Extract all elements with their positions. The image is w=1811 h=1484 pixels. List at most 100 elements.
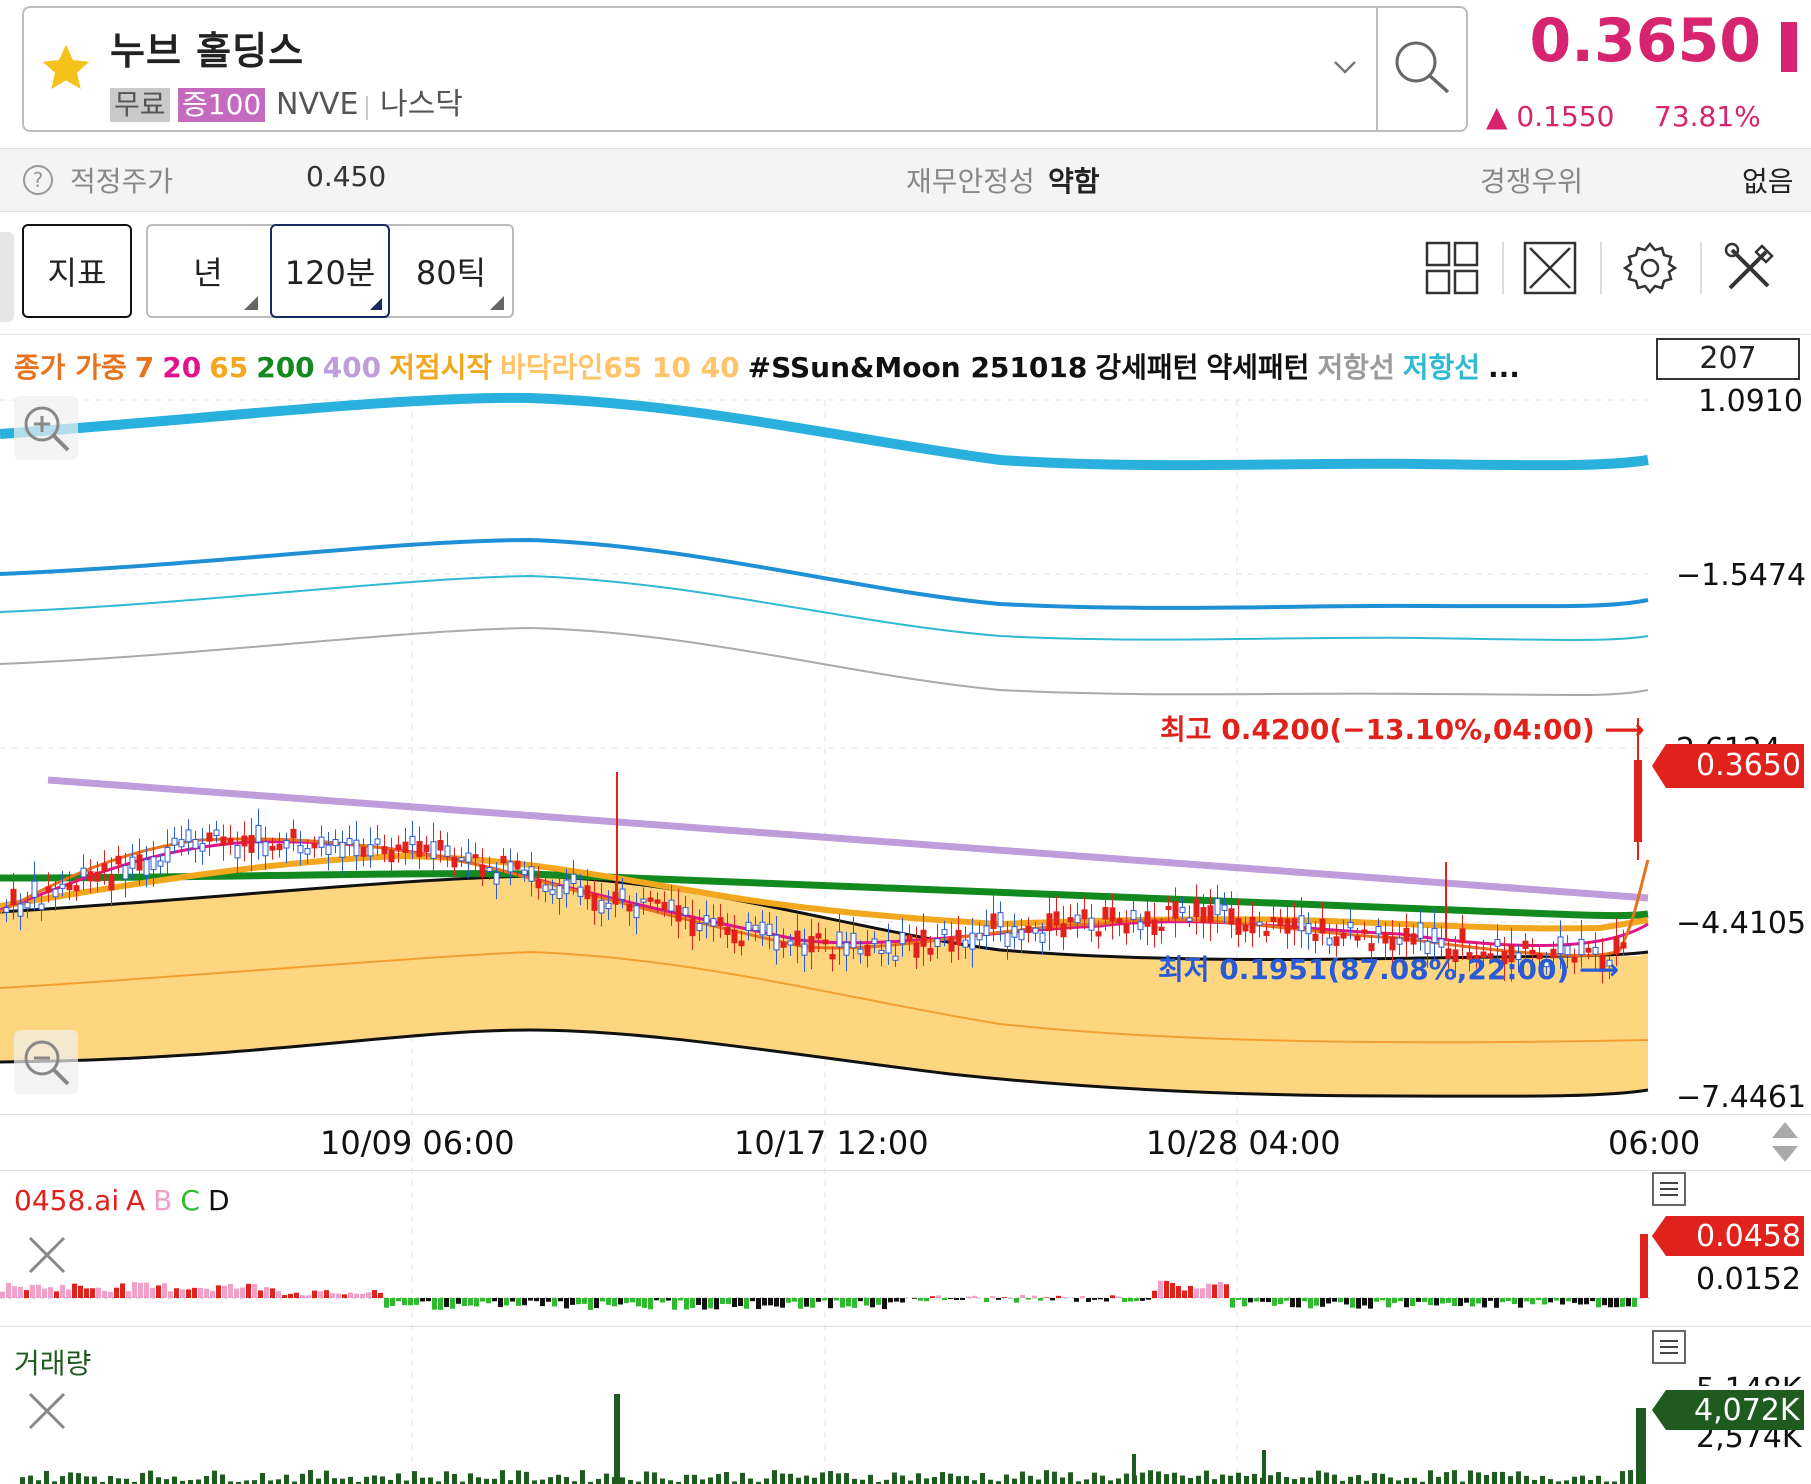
legend-item[interactable]: 200 xyxy=(256,351,315,384)
close-panel-icon[interactable] xyxy=(26,1234,68,1276)
volume-bar xyxy=(716,1473,721,1484)
legend-item[interactable]: 7 xyxy=(134,351,155,384)
legend-item[interactable]: ... xyxy=(1488,351,1520,384)
candle-body xyxy=(983,925,990,936)
legend-item[interactable]: 저점시작 xyxy=(389,351,493,384)
candle-body xyxy=(542,884,549,893)
volume-bar xyxy=(1420,1481,1425,1484)
volume-bar xyxy=(692,1474,697,1484)
candle-body xyxy=(990,913,997,930)
legend-item[interactable]: 강세패턴 xyxy=(1095,351,1199,384)
volume-bar xyxy=(76,1473,81,1484)
candle-body xyxy=(192,838,199,849)
candle-body xyxy=(283,840,290,849)
volume-bar xyxy=(876,1481,881,1484)
histogram-bar xyxy=(1146,1298,1151,1300)
panel-menu-icon[interactable] xyxy=(1652,1172,1686,1206)
candle-body xyxy=(248,835,255,853)
legend-item[interactable]: 20 xyxy=(162,351,202,384)
indicator-legend-item: A xyxy=(126,1184,146,1217)
histogram-bar xyxy=(798,1298,803,1309)
volume-bar xyxy=(1604,1481,1609,1484)
time-axis-bar xyxy=(0,1114,1811,1171)
histogram-bar xyxy=(702,1298,707,1310)
layout-grid-icon[interactable] xyxy=(1424,240,1480,296)
histogram-bar xyxy=(888,1298,893,1303)
histogram-bar xyxy=(1554,1298,1559,1301)
histogram-bar xyxy=(1566,1298,1571,1302)
histogram-bar xyxy=(366,1292,371,1298)
search-icon[interactable] xyxy=(1390,36,1454,100)
histogram-bar xyxy=(396,1298,401,1302)
legend-item[interactable]: 400 xyxy=(322,351,382,384)
legend-item[interactable]: 65 xyxy=(209,351,249,384)
panel-menu-icon[interactable] xyxy=(1652,1330,1686,1364)
volume-bar xyxy=(892,1472,897,1484)
volume-bar xyxy=(924,1478,929,1484)
volume-bar xyxy=(308,1470,313,1484)
price-axis-label: 2.6124 xyxy=(1676,732,1781,744)
histogram-bar xyxy=(660,1298,665,1303)
candle-body xyxy=(1445,948,1452,960)
histogram-bar xyxy=(1314,1298,1319,1306)
volume-bar xyxy=(444,1471,449,1484)
volume-bar xyxy=(1404,1477,1409,1484)
candle-body xyxy=(1354,935,1361,941)
candle-body xyxy=(752,924,759,932)
legend-item[interactable]: 바닥라인65 10 40 xyxy=(500,351,740,384)
settings-gear-icon[interactable] xyxy=(1622,240,1678,296)
volume-bar xyxy=(212,1470,217,1484)
legend-item[interactable]: 약세패턴 xyxy=(1206,351,1310,384)
volume-bar xyxy=(1388,1477,1393,1484)
histogram-bar xyxy=(1368,1298,1373,1309)
histogram-bar xyxy=(984,1298,989,1303)
histogram-bar xyxy=(912,1298,917,1299)
legend-item[interactable]: 종가 가중 xyxy=(14,351,127,384)
legend-item[interactable]: #SSun&Moon 251018 xyxy=(747,351,1088,384)
zoom-out-icon[interactable] xyxy=(14,1030,78,1094)
stock-name: 누브 홀딩스 xyxy=(110,29,305,73)
histogram-bar xyxy=(1512,1298,1517,1305)
zoom-in-icon[interactable] xyxy=(14,396,78,460)
fullscreen-icon[interactable] xyxy=(1522,240,1578,296)
period-80tick-button[interactable]: 80틱 xyxy=(415,254,487,292)
favorite-star-icon[interactable] xyxy=(38,40,94,96)
histogram-bar xyxy=(846,1298,851,1307)
candle-body xyxy=(1025,925,1032,934)
candle-body xyxy=(1529,949,1536,955)
histogram-bar xyxy=(666,1298,671,1301)
volume-bar xyxy=(932,1477,937,1484)
bar-count-box[interactable]: 207 xyxy=(1656,338,1800,380)
volume-bar xyxy=(964,1475,969,1484)
volume-bar xyxy=(540,1479,545,1484)
scroll-arrows-icon[interactable] xyxy=(1770,1120,1800,1164)
toolbar-divider xyxy=(1502,242,1504,294)
candle-body xyxy=(1410,933,1417,945)
candle-body xyxy=(262,841,269,857)
volume-bar xyxy=(580,1470,585,1484)
indicator-button[interactable]: 지표 xyxy=(22,224,132,318)
histogram-bar xyxy=(270,1288,275,1298)
candle-body xyxy=(1011,926,1018,938)
indicator-legend[interactable]: 종가 가중 7 20 65 200 400 저점시작 바닥라인65 10 40 #SSun&Mo… xyxy=(14,346,1528,386)
candle-body xyxy=(255,824,262,843)
candle-body xyxy=(1494,939,1501,947)
histogram-bar xyxy=(1404,1298,1409,1308)
legend-item[interactable]: 저항선 xyxy=(1402,351,1480,384)
indicator-panel-divider xyxy=(0,1170,1811,1171)
histogram-bar xyxy=(288,1293,293,1298)
histogram-bar xyxy=(300,1295,305,1298)
current-price-tag: 0.3650 xyxy=(1652,744,1804,788)
side-drawer-handle[interactable] xyxy=(0,232,14,322)
chevron-down-icon[interactable] xyxy=(1330,52,1360,82)
volume-bar xyxy=(156,1477,161,1484)
histogram-bar xyxy=(1590,1298,1595,1302)
legend-item[interactable]: 저항선 xyxy=(1317,351,1395,384)
close-panel-icon[interactable] xyxy=(26,1390,68,1432)
period-year-button[interactable]: 년 xyxy=(193,254,223,292)
histogram-bar xyxy=(1248,1298,1253,1303)
tools-icon[interactable] xyxy=(1722,240,1778,296)
histogram-bar xyxy=(1488,1298,1493,1301)
help-icon[interactable]: ? xyxy=(22,164,54,196)
volume-bar xyxy=(116,1478,121,1484)
